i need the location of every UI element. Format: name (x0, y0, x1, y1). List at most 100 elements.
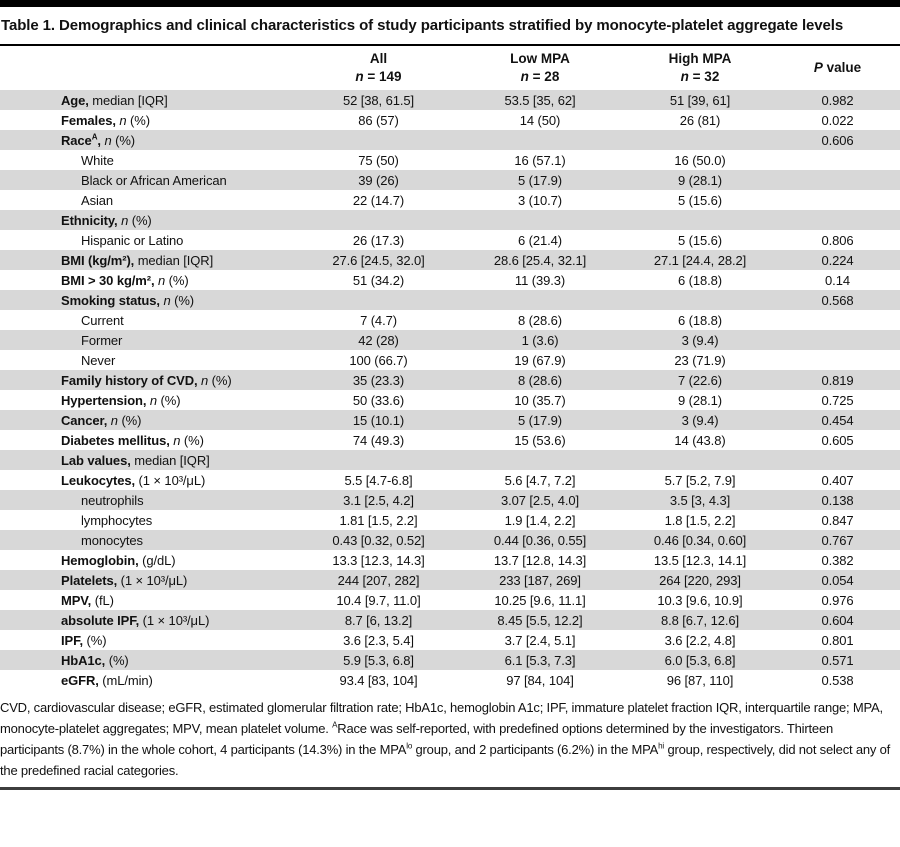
row-label: IPF, (%) (61, 632, 107, 648)
cell-all: 27.6 [24.5, 32.0] (332, 252, 425, 268)
cell-low-mpa: 3 (10.7) (517, 192, 562, 208)
cell-high-mpa: 8.8 [6.7, 12.6] (660, 612, 739, 628)
cell-p-value: 0.605 (821, 432, 854, 448)
cell-p-value: 0.806 (821, 232, 854, 248)
cell-high-mpa: 5 (15.6) (677, 232, 722, 248)
cell-p-value: 0.982 (821, 92, 854, 108)
cell-high-mpa: 9 (28.1) (677, 392, 722, 408)
cell-low-mpa: 0.44 [0.36, 0.55] (493, 532, 587, 548)
cell-low-mpa: 14 (50) (519, 112, 561, 128)
cell-p-value: 0.054 (821, 572, 854, 588)
cell-p-value: 0.604 (821, 612, 854, 628)
cell-all: 93.4 [83, 104] (339, 672, 418, 688)
cell-p-value: 0.538 (821, 672, 854, 688)
cell-high-mpa: 3.6 [2.2, 4.8] (664, 632, 736, 648)
cell-low-mpa: 3.07 [2.5, 4.0] (500, 492, 579, 508)
row-label: Leukocytes, (1 × 10³/μL) (61, 472, 206, 488)
cell-high-mpa: 27.1 [24.4, 28.2] (653, 252, 747, 268)
cell-high-mpa: 1.8 [1.5, 2.2] (664, 512, 736, 528)
cell-p-value: 0.819 (821, 372, 854, 388)
cell-low-mpa: 8 (28.6) (517, 372, 562, 388)
header-col-low-mpa-n: n = 28 (520, 69, 560, 84)
table-row: Hypertension, n (%) 50 (33.6) 10 (35.7) 9 (… (0, 390, 900, 410)
table-row: absolute IPF, (1 × 10³/μL) 8.7 [6, 13.2] 8… (0, 610, 900, 630)
table-row: Platelets, (1 × 10³/μL) 244 [207, 282] 233… (0, 570, 900, 590)
table-row: Never 100 (66.7) 19 (67.9) 23 (71.9) (0, 350, 900, 370)
cell-high-mpa: 6 (18.8) (677, 272, 722, 288)
table-row: neutrophils 3.1 [2.5, 4.2] 3.07 [2.5, 4.0]… (0, 490, 900, 510)
cell-all: 74 (49.3) (352, 432, 405, 448)
table-row: Ethnicity, n (%) (0, 210, 900, 230)
row-label: BMI > 30 kg/m², n (%) (61, 272, 189, 288)
cell-low-mpa: 1.9 [1.4, 2.2] (504, 512, 576, 528)
header-col-high-mpa-n: n = 32 (680, 69, 720, 84)
cell-low-mpa: 97 [84, 104] (506, 672, 574, 688)
row-label: absolute IPF, (1 × 10³/μL) (61, 612, 210, 628)
cell-high-mpa: 10.3 [9.6, 10.9] (657, 592, 743, 608)
cell-p-value: 0.976 (821, 592, 854, 608)
row-label: Hemoglobin, (g/dL) (61, 552, 176, 568)
table-row: Family history of CVD, n (%) 35 (23.3) 8 (… (0, 370, 900, 390)
cell-p-value: 0.224 (821, 252, 854, 268)
cell-all: 100 (66.7) (349, 352, 408, 368)
table-row: RaceA, n (%) 0.606 (0, 130, 900, 150)
cell-all: 3.6 [2.3, 5.4] (343, 632, 414, 648)
header-col-low-mpa-label: Low MPA (510, 51, 570, 66)
cell-all: 10.4 [9.7, 11.0] (336, 592, 421, 608)
cell-high-mpa: 14 (43.8) (674, 432, 726, 448)
cell-all: 26 (17.3) (352, 232, 405, 248)
cell-p-value: 0.382 (821, 552, 854, 568)
header-col-low-mpa: Low MPA n = 28 (455, 50, 625, 86)
row-label: Age, median [IQR] (61, 92, 168, 108)
cell-low-mpa: 28.6 [25.4, 32.1] (493, 252, 587, 268)
table-title: Table 1. Demographics and clinical chara… (1, 17, 844, 34)
cell-low-mpa: 13.7 [12.8, 14.3] (493, 552, 587, 568)
cell-low-mpa: 6 (21.4) (517, 232, 562, 248)
cell-p-value: 0.568 (821, 292, 854, 308)
cell-low-mpa: 5 (17.9) (517, 412, 562, 428)
cell-high-mpa: 16 (50.0) (674, 152, 726, 168)
cell-low-mpa: 10.25 [9.6, 11.1] (494, 592, 586, 608)
cell-high-mpa: 23 (71.9) (674, 352, 726, 368)
header-col-high-mpa-label: High MPA (668, 51, 732, 66)
cell-all: 75 (50) (358, 152, 399, 168)
table-row: MPV, (fL) 10.4 [9.7, 11.0] 10.25 [9.6, 11.… (0, 590, 900, 610)
row-label: Cancer, n (%) (61, 412, 142, 428)
cell-p-value: 0.847 (821, 512, 854, 528)
cell-p-value: 0.454 (821, 412, 854, 428)
cell-all: 52 [38, 61.5] (343, 92, 414, 108)
table-row: BMI (kg/m²), median [IQR] 27.6 [24.5, 32.… (0, 250, 900, 270)
cell-all: 1.81 [1.5, 2.2] (339, 512, 418, 528)
table-row: Current 7 (4.7) 8 (28.6) 6 (18.8) (0, 310, 900, 330)
table-row: Smoking status, n (%) 0.568 (0, 290, 900, 310)
table-row: eGFR, (mL/min) 93.4 [83, 104] 97 [84, 104]… (0, 670, 900, 690)
row-label: monocytes (81, 532, 143, 548)
cell-p-value: 0.767 (821, 532, 854, 548)
row-label: HbA1c, (%) (61, 652, 129, 668)
cell-p-value: 0.801 (821, 632, 854, 648)
cell-low-mpa: 53.5 [35, 62] (504, 92, 576, 108)
cell-high-mpa: 7 (22.6) (677, 372, 722, 388)
cell-low-mpa: 6.1 [5.3, 7.3] (504, 652, 576, 668)
row-label: Females, n (%) (61, 112, 150, 128)
row-label: Smoking status, n (%) (61, 292, 195, 308)
cell-high-mpa: 3 (9.4) (681, 332, 719, 348)
cell-high-mpa: 5 (15.6) (677, 192, 722, 208)
cell-p-value: 0.138 (821, 492, 854, 508)
row-label: Hispanic or Latino (81, 232, 184, 248)
header-col-all: All n = 149 (302, 50, 455, 86)
row-label: Lab values, median [IQR] (61, 452, 210, 468)
cell-all: 8.7 [6, 13.2] (344, 612, 413, 628)
cell-all: 42 (28) (358, 332, 399, 348)
cell-high-mpa: 0.46 [0.34, 0.60] (653, 532, 747, 548)
table-row: White 75 (50) 16 (57.1) 16 (50.0) (0, 150, 900, 170)
cell-all: 244 [207, 282] (337, 572, 420, 588)
cell-high-mpa: 13.5 [12.3, 14.1] (653, 552, 747, 568)
header-col-high-mpa: High MPA n = 32 (625, 50, 775, 86)
row-label: Former (81, 332, 123, 348)
cell-all: 0.43 [0.32, 0.52] (332, 532, 425, 548)
row-label: Asian (81, 192, 114, 208)
cell-low-mpa: 3.7 [2.4, 5.1] (504, 632, 576, 648)
title-rule (0, 44, 900, 46)
row-label: Never (81, 352, 116, 368)
